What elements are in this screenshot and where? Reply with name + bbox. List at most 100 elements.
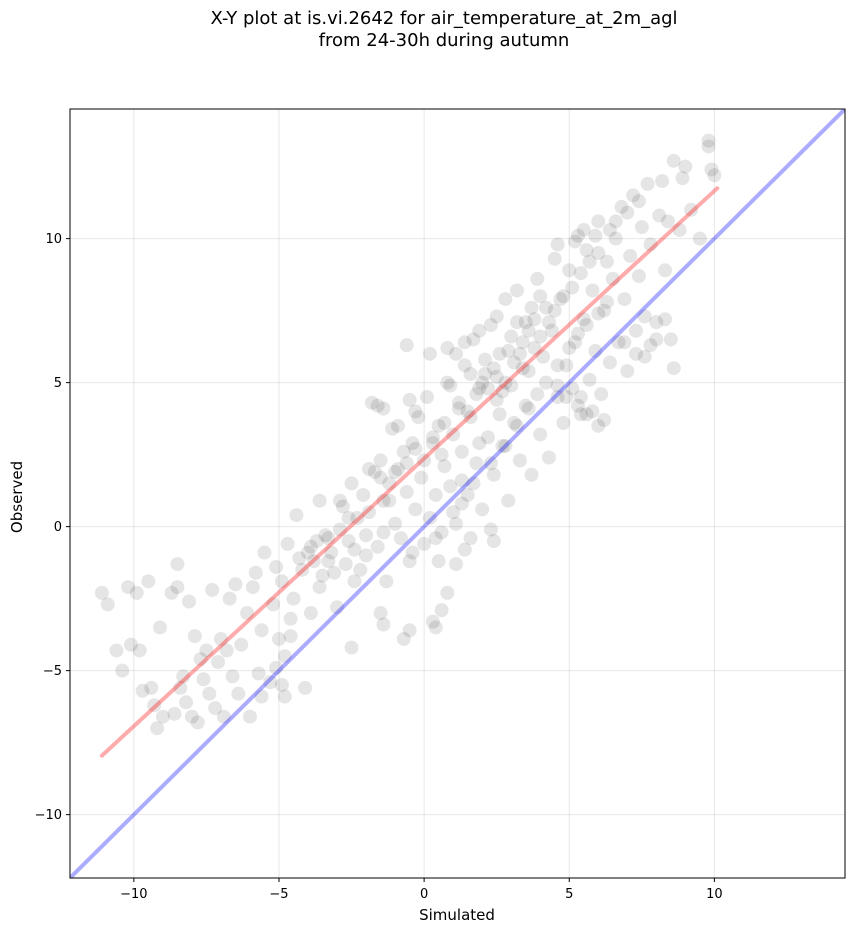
scatter-point: [533, 289, 548, 304]
scatter-point: [475, 502, 490, 517]
scatter-point: [466, 476, 481, 491]
scatter-point: [478, 366, 493, 381]
scatter-point: [585, 283, 600, 298]
scatter-point: [472, 323, 487, 338]
scatter-point: [396, 444, 411, 459]
scatter-point: [498, 292, 513, 307]
scatter-point: [623, 248, 638, 263]
scatter-point: [173, 680, 188, 695]
scatter-point: [486, 361, 501, 376]
scatter-point: [457, 335, 472, 350]
scatter-point: [658, 263, 673, 278]
scatter-point: [170, 580, 185, 595]
scatter-point: [550, 358, 565, 373]
plot-frame: [69, 108, 846, 879]
scatter-point: [643, 338, 658, 353]
scatter-point: [469, 456, 484, 471]
scatter-point: [492, 346, 507, 361]
scatter-point: [466, 332, 481, 347]
scatter-point: [480, 430, 495, 445]
scatter-point: [565, 280, 580, 295]
scatter-point: [269, 660, 284, 675]
scatter-point: [640, 176, 655, 191]
scatter-point: [614, 199, 629, 214]
scatter-point: [353, 562, 368, 577]
scatter-point: [495, 384, 510, 399]
y-tick-label: 10: [45, 232, 62, 247]
scatter-point: [643, 237, 658, 252]
scatter-point: [341, 534, 356, 549]
scatter-point: [634, 220, 649, 235]
scatter-point: [390, 418, 405, 433]
scatter-point: [489, 309, 504, 324]
scatter-point: [521, 364, 536, 379]
scatter-point: [193, 652, 208, 667]
scatter-point: [591, 306, 606, 321]
scatter-point: [597, 303, 612, 318]
scatter-point: [536, 349, 551, 364]
scatter-point: [94, 585, 109, 600]
axis-ticks: −10 −5 0 5 10 −10 −5 0 5 10: [35, 232, 723, 902]
scatter-point: [164, 585, 179, 600]
scatter-point: [631, 194, 646, 209]
scatter-point: [196, 672, 211, 687]
scatter-point: [187, 629, 202, 644]
scatter-point: [141, 574, 156, 589]
scatter-point: [344, 640, 359, 655]
scatter-point: [408, 404, 423, 419]
scatter-point: [434, 525, 449, 540]
scatter-point: [182, 594, 197, 609]
scatter-point: [376, 525, 391, 540]
scatter-point: [483, 522, 498, 537]
scatter-point: [361, 505, 376, 520]
scatter-point: [364, 395, 379, 410]
scatter-point: [707, 168, 722, 183]
scatter-point: [367, 464, 382, 479]
scatter-point: [541, 315, 556, 330]
scatter-point: [257, 545, 272, 560]
x-tick-label: −5: [269, 887, 288, 902]
scatter-point: [457, 542, 472, 557]
scatter-point: [292, 551, 307, 566]
scatter-point: [443, 378, 458, 393]
scatter-point: [376, 401, 391, 416]
scatter-point: [582, 254, 597, 269]
scatter-point: [274, 574, 289, 589]
scatter-point: [332, 493, 347, 508]
scatter-point: [327, 565, 342, 580]
scatter-point: [457, 358, 472, 373]
scatter-point: [399, 456, 414, 471]
scatter-point: [132, 643, 147, 658]
x-tick-label: 10: [706, 887, 723, 902]
scatter-point: [408, 441, 423, 456]
scatter-point: [524, 467, 539, 482]
scatter-point: [277, 689, 292, 704]
scatter-point: [530, 271, 545, 286]
scatter-point: [454, 444, 469, 459]
scatter-point: [518, 315, 533, 330]
scatter-point: [478, 352, 493, 367]
scatter-point: [559, 390, 574, 405]
scatter-point: [379, 574, 394, 589]
scatter-point: [269, 559, 284, 574]
scatter-point: [562, 263, 577, 278]
scatter-point: [417, 453, 432, 468]
scatter-point: [588, 343, 603, 358]
scatter-point: [388, 516, 403, 531]
scatter-point: [692, 231, 707, 246]
scatter-point: [228, 577, 243, 592]
scatter-point: [675, 171, 690, 186]
scatter-point: [382, 493, 397, 508]
scatter-point: [443, 479, 458, 494]
scatter-point: [428, 531, 443, 546]
scatter-point: [507, 415, 522, 430]
y-axis-label: Observed: [8, 461, 26, 533]
scatter-point: [434, 603, 449, 618]
scatter-point: [585, 404, 600, 419]
scatter-point: [359, 528, 374, 543]
scatter-point: [518, 398, 533, 413]
scatter-point: [121, 580, 136, 595]
scatter-point: [684, 202, 699, 217]
scatter-point: [254, 623, 269, 638]
scatter-point: [402, 554, 417, 569]
